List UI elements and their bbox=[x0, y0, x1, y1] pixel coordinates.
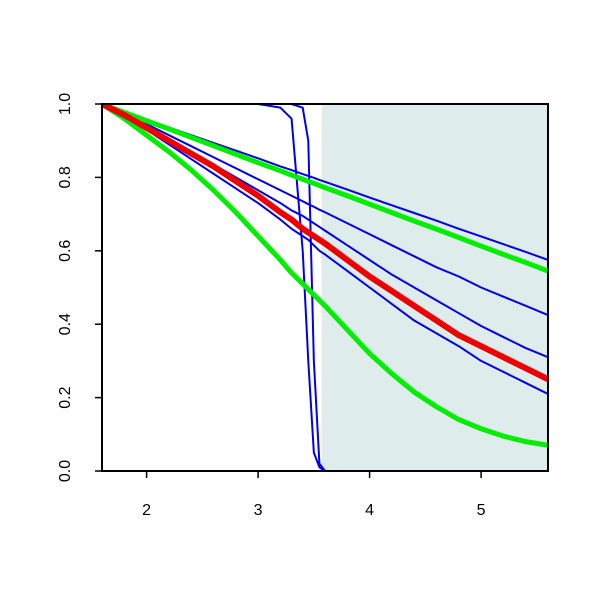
y-tick-label: 1.0 bbox=[57, 93, 74, 115]
line-series bbox=[102, 104, 548, 395]
y-tick-label: 0.4 bbox=[57, 313, 74, 335]
y-tick-label: 0.8 bbox=[57, 166, 74, 188]
y-tick-label: 0.2 bbox=[57, 386, 74, 408]
shaded-region bbox=[321, 104, 548, 471]
line-series bbox=[102, 104, 548, 274]
line-series bbox=[102, 104, 548, 471]
line-series bbox=[102, 104, 548, 316]
plot-frame bbox=[101, 103, 549, 472]
line-series bbox=[102, 104, 548, 382]
x-tick-label: 2 bbox=[142, 502, 151, 519]
x-tick-label: 4 bbox=[365, 502, 374, 519]
x-tick-label: 3 bbox=[254, 502, 263, 519]
line-series bbox=[102, 104, 548, 448]
y-tick-label: 0.0 bbox=[57, 460, 74, 482]
plot-area bbox=[102, 104, 548, 471]
line-series bbox=[102, 104, 548, 471]
y-tick-label: 0.6 bbox=[57, 240, 74, 262]
x-tick-label: 5 bbox=[477, 502, 486, 519]
